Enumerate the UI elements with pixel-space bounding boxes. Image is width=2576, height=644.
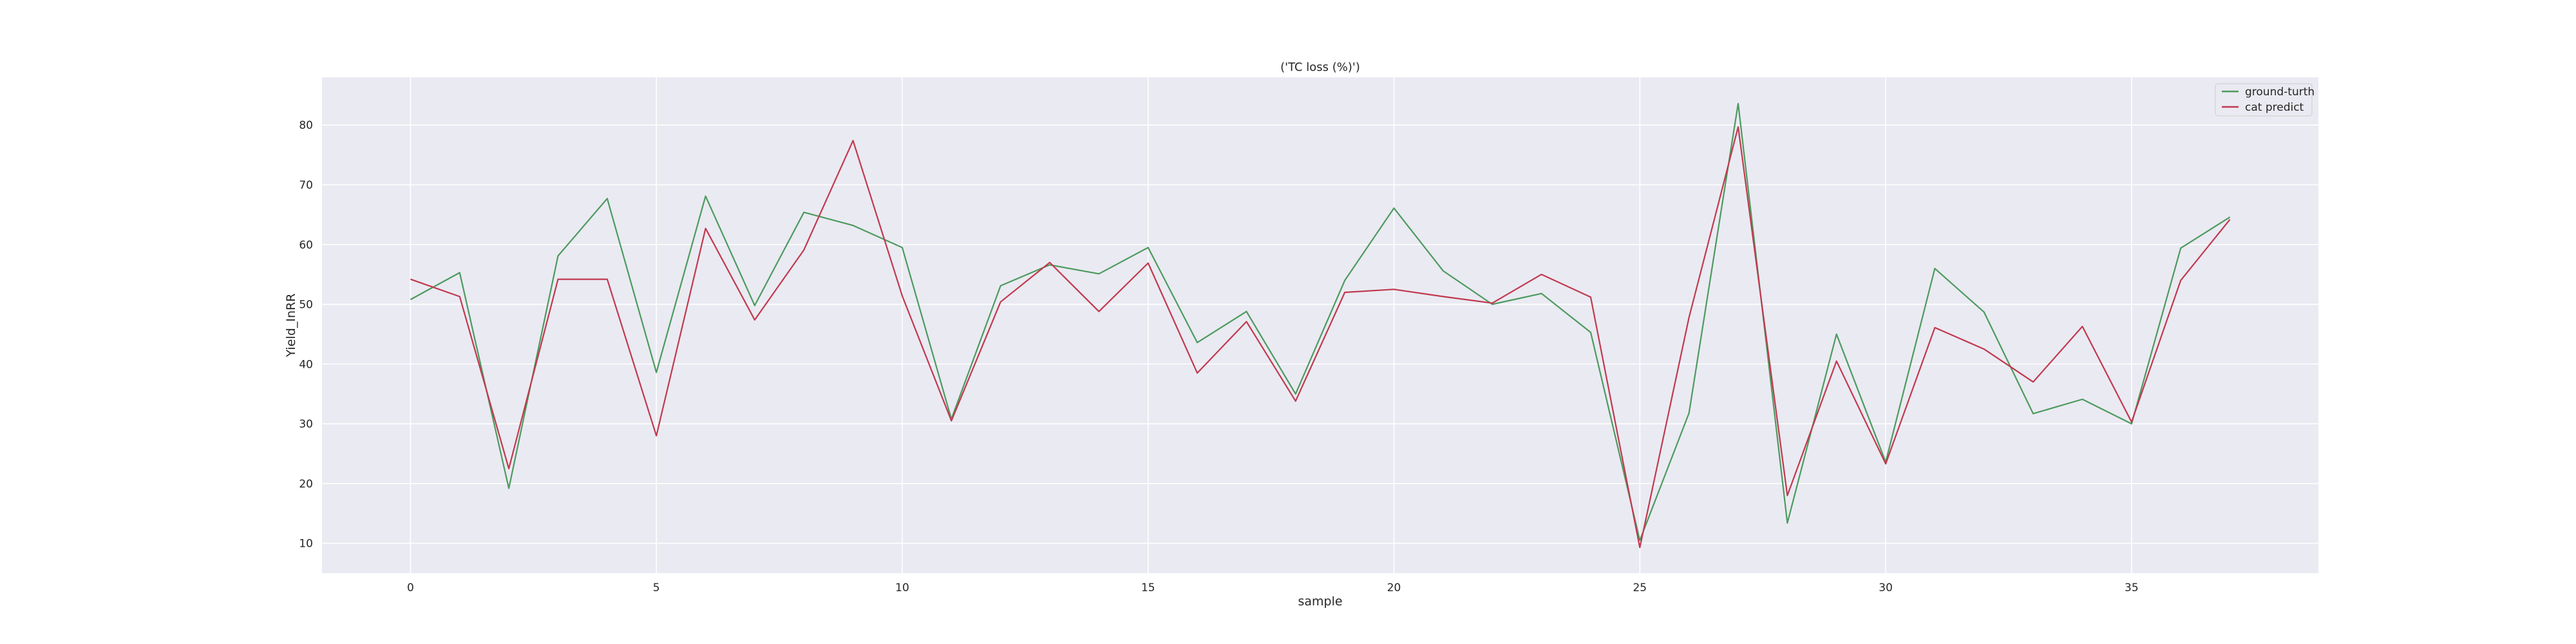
x-tick-label: 0 — [407, 582, 414, 594]
series-lines — [410, 102, 2231, 549]
legend: ground-turth cat predict — [2215, 83, 2315, 117]
x-tick-label: 15 — [1141, 582, 1155, 594]
grid — [322, 77, 2318, 573]
legend-label-ground-turth: ground-turth — [2245, 86, 2315, 99]
y-tick-label: 40 — [299, 358, 313, 371]
plot-area — [322, 77, 2318, 573]
y-tick-label: 20 — [299, 478, 313, 491]
y-tick-label: 50 — [299, 299, 313, 312]
series-line-ground-turth — [410, 102, 2231, 542]
x-tick-label: 30 — [1879, 582, 1893, 594]
y-tick-label: 60 — [299, 239, 313, 252]
x-tick-label: 20 — [1387, 582, 1401, 594]
x-tick-label: 35 — [2125, 582, 2139, 594]
chart-title: ('TC loss (%)') — [1280, 61, 1360, 74]
x-tick-label: 10 — [895, 582, 909, 594]
legend-label-cat-predict: cat predict — [2245, 101, 2304, 114]
tick-labels: 0 5 10 15 20 25 30 35 10 20 30 40 50 60 70 80 — [299, 119, 2138, 594]
x-axis-title: sample — [1298, 594, 1342, 609]
y-tick-label: 70 — [299, 179, 313, 192]
x-tick-label: 25 — [1633, 582, 1647, 594]
x-tick-label: 5 — [653, 582, 660, 594]
y-tick-label: 10 — [299, 538, 313, 551]
y-axis-title: Yield_InRR — [284, 294, 298, 358]
y-tick-label: 30 — [299, 418, 313, 431]
y-tick-label: 80 — [299, 119, 313, 132]
series-line-cat-predict — [410, 126, 2231, 549]
legend-box — [2215, 83, 2313, 117]
